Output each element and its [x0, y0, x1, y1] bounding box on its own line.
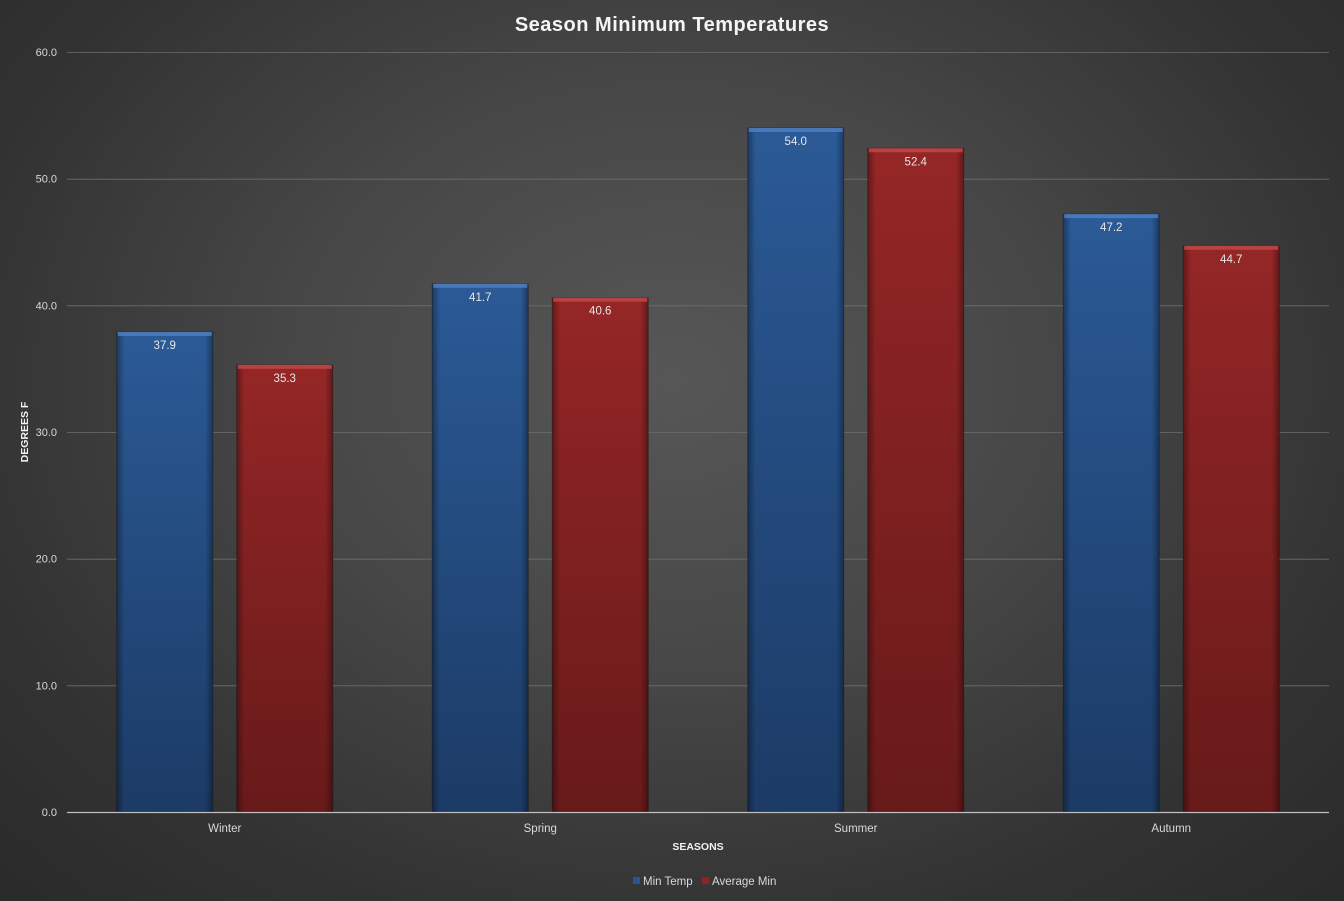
y-tick-label: 20.0: [36, 554, 57, 566]
chart-title: Season Minimum Temperatures: [515, 14, 829, 36]
bar-shading: [867, 148, 964, 812]
data-label: 37.9: [154, 340, 176, 352]
x-tick-label: Spring: [524, 823, 557, 835]
y-axis-ticks: 0.0 10.0 20.0 30.0 40.0 50.0 60.0: [36, 47, 57, 819]
x-tick-label: Winter: [208, 823, 241, 835]
bar-top-highlight: [553, 297, 648, 302]
data-label: 52.4: [905, 156, 928, 168]
bar-top-highlight: [237, 364, 332, 369]
bar-top-highlight: [117, 331, 212, 336]
data-label: 41.7: [469, 292, 491, 304]
data-label: 40.6: [589, 306, 611, 318]
bar-shading: [432, 283, 529, 812]
legend-label: Average Min: [712, 876, 776, 888]
data-label: 47.2: [1100, 222, 1122, 234]
bar-top-highlight: [1184, 245, 1279, 250]
data-labels: 37.9 35.3 41.7 40.6 54.0 52.4 47.2 44.7: [154, 136, 1243, 385]
y-tick-label: 60.0: [36, 47, 57, 59]
bar-top-highlight: [868, 148, 963, 153]
bar-top-highlight: [433, 283, 528, 288]
x-tick-label: Autumn: [1151, 823, 1191, 835]
legend: Min Temp Average Min: [633, 876, 776, 888]
bars: [116, 127, 1280, 813]
bar-shading: [747, 128, 844, 812]
y-tick-label: 10.0: [36, 680, 57, 692]
x-axis-title: SEASONS: [672, 841, 723, 853]
y-tick-label: 50.0: [36, 174, 57, 186]
data-label: 54.0: [785, 136, 807, 148]
legend-swatch: [702, 877, 709, 884]
y-tick-label: 40.0: [36, 300, 57, 312]
bar-top-highlight: [1064, 214, 1159, 219]
bar-shading: [1063, 214, 1160, 813]
bar-shading: [116, 331, 213, 812]
y-tick-label: 30.0: [36, 427, 57, 439]
y-axis-title: DEGREES F: [19, 401, 31, 462]
y-tick-label: 0.0: [42, 807, 57, 819]
legend-label: Min Temp: [643, 876, 693, 888]
x-tick-label: Summer: [834, 823, 878, 835]
data-label: 35.3: [274, 373, 296, 385]
bar-shading: [552, 297, 649, 812]
data-label: 44.7: [1220, 254, 1242, 266]
x-axis-ticks: Winter Spring Summer Autumn: [208, 823, 1191, 835]
bar-shading: [236, 364, 333, 812]
legend-swatch: [633, 877, 640, 884]
bar-shading: [1183, 245, 1280, 813]
bar-top-highlight: [748, 128, 843, 132]
